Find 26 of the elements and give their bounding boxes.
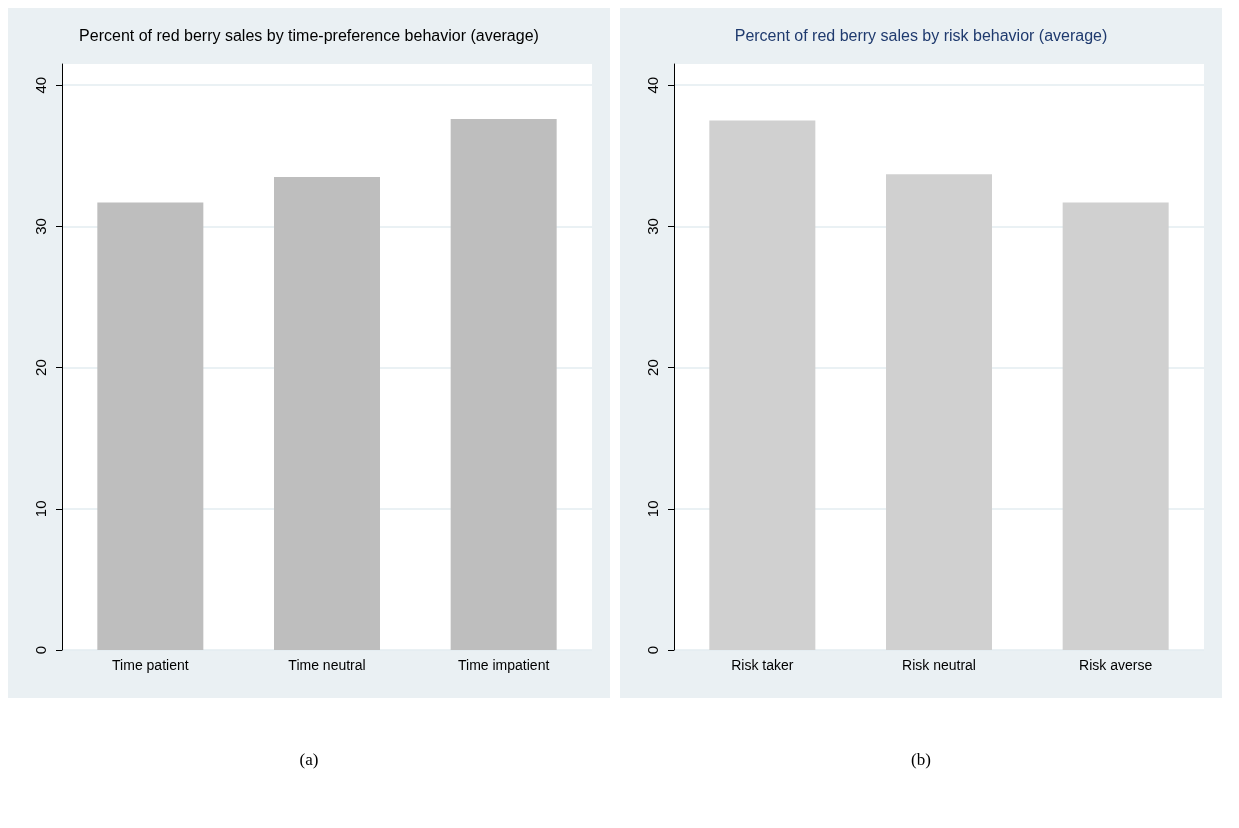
y-tick-label: 0 (32, 645, 49, 655)
chart-title: Percent of red berry sales by time-preference behavior (average) (79, 26, 539, 44)
y-tick-label: 0 (644, 645, 661, 655)
y-tick-label: 20 (644, 359, 661, 376)
bar (709, 120, 816, 650)
text: (b) (910, 750, 932, 770)
y-tick-label: 10 (32, 500, 49, 518)
y-tick-label: 40 (644, 76, 661, 94)
x-tick-label: Time impatient (458, 657, 550, 673)
x-tick-label: Risk neutral (902, 657, 976, 673)
bar (97, 202, 204, 650)
y-tick-label: 10 (644, 500, 661, 518)
chart-title: Percent of red berry sales by risk behavior (average) (734, 26, 1108, 44)
x-tick-label: Time neutral (288, 657, 366, 673)
text: (a) (298, 750, 320, 770)
x-tick-label: Risk taker (731, 657, 794, 673)
bar (274, 176, 380, 650)
y-tick-label: 30 (644, 218, 661, 235)
y-tick-label: 40 (32, 76, 49, 94)
bar (886, 174, 992, 650)
y-tick-label: 30 (32, 218, 49, 235)
x-tick-label: Time patient (112, 657, 189, 673)
x-tick-label: Risk averse (1079, 657, 1153, 673)
y-tick-label: 20 (32, 359, 49, 376)
bar (1062, 202, 1169, 650)
bar (450, 119, 557, 650)
